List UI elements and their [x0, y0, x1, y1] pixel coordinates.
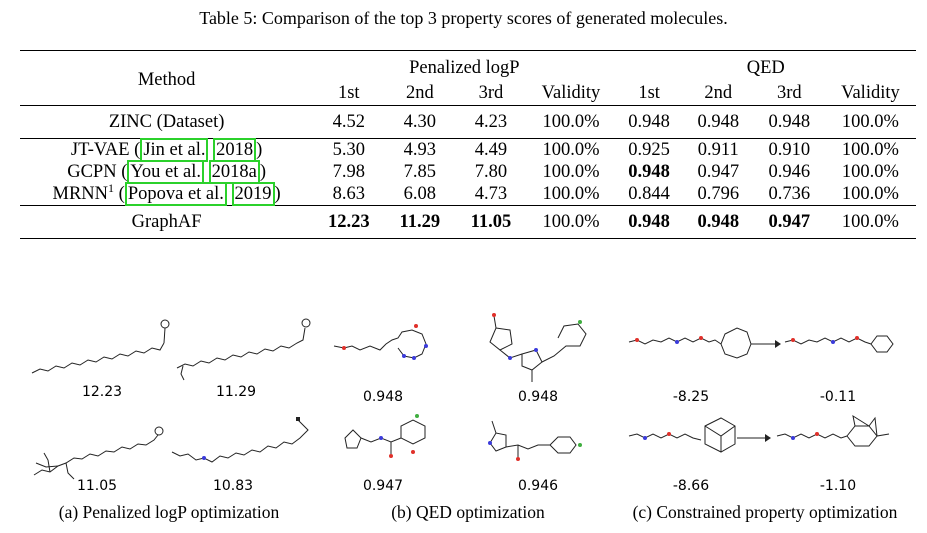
footnote-marker: 1 — [108, 180, 115, 195]
subcaption-b: (b) QED optimization — [391, 502, 545, 522]
citation-link[interactable]: 2019 — [231, 182, 275, 206]
molecule-logp-1 — [31, 319, 170, 374]
logp-score: 10.83 — [212, 478, 254, 494]
value-cell: 100.0% — [526, 205, 616, 239]
qed-score: 0.948 — [362, 389, 404, 405]
method-cell: MRNN1 (Popova et al. 2019) — [52, 180, 281, 206]
citation-link[interactable]: 2018 — [213, 138, 257, 162]
value-cell: 7.85 — [403, 162, 437, 182]
method-cell: JT-VAE (Jin et al. 2018) — [20, 138, 314, 162]
value-cell: 4.73 — [474, 184, 508, 204]
value-cell: 11.05 — [455, 205, 527, 239]
col-header: 2nd — [704, 83, 733, 103]
constrained-score: -8.66 — [672, 478, 710, 494]
value-cell: 0.948 — [628, 162, 670, 182]
value-cell: 0.796 — [697, 184, 740, 204]
col-header: Validity — [541, 83, 601, 103]
value-cell: 0.844 — [628, 184, 670, 204]
molecule-qed-1 — [333, 324, 428, 360]
constrained-score: -8.25 — [672, 389, 710, 405]
table-caption: Table 5: Comparison of the top 3 propert… — [199, 8, 728, 28]
col-header: 3rd — [777, 83, 802, 103]
value-cell: 0.736 — [768, 184, 811, 204]
value-cell: 100.0% — [824, 138, 916, 161]
value-cell: 100.0% — [841, 184, 899, 204]
value-cell: 4.30 — [384, 105, 456, 139]
qed-score: 0.946 — [517, 478, 559, 494]
value-cell: 4.23 — [455, 105, 527, 139]
value-cell: 0.948 — [615, 205, 683, 239]
table-header-row-2: 1st 2nd 3rd Validity 1st 2nd 3rd Validit… — [20, 81, 916, 106]
molecule-qed-2 — [489, 313, 587, 382]
value-cell: 0.925 — [615, 138, 683, 161]
logp-score: 11.05 — [76, 478, 118, 494]
value-cell: 6.08 — [403, 184, 437, 204]
logp-score: 11.29 — [215, 384, 257, 400]
subcaption-a: (a) Penalized logP optimization — [58, 502, 280, 522]
table-row-jtvae: JT-VAE (Jin et al. 2018) 5.30 4.93 4.49 … — [20, 138, 916, 162]
value-cell: 5.30 — [313, 138, 385, 161]
value-cell: 12.23 — [313, 205, 385, 239]
value-cell: 100.0% — [526, 105, 616, 139]
qed-score: 0.948 — [517, 389, 559, 405]
molecule-qed-3 — [344, 414, 426, 458]
col-header: 2nd — [405, 83, 434, 103]
col-header: 1st — [337, 83, 360, 103]
molecule-qed-4 — [488, 420, 582, 461]
value-cell: 100.0% — [824, 105, 916, 139]
qed-score: 0.947 — [362, 478, 404, 494]
results-table: Method Penalized logP QED 1st 2nd 3rd Va… — [20, 50, 916, 239]
value-cell: 0.947 — [753, 205, 825, 239]
value-cell: 0.948 — [682, 205, 754, 239]
value-cell: 8.63 — [332, 184, 365, 204]
value-cell: 100.0% — [824, 205, 916, 239]
citation-link[interactable]: Jin et al. — [140, 138, 209, 162]
qed-group-header: QED — [615, 50, 916, 81]
subcaption-c: (c) Constrained property optimization — [632, 502, 898, 522]
method-cell: GCPN (You et al. 2018a) — [67, 160, 266, 184]
table-row-graphaf: GraphAF 12.23 11.29 11.05 100.0% 0.948 0… — [20, 205, 916, 239]
col-header: 3rd — [478, 83, 504, 103]
molecule-pair-constrained-2 — [628, 414, 890, 453]
value-cell: 0.910 — [753, 138, 825, 161]
molecule-logp-2 — [176, 318, 311, 381]
table-row-mrnn: MRNN1 (Popova et al. 2019) 8.63 6.08 4.7… — [20, 180, 916, 206]
method-header: Method — [20, 50, 314, 106]
citation-link[interactable]: 2018a — [208, 160, 260, 184]
value-cell: 0.947 — [697, 162, 740, 182]
value-cell: 0.948 — [753, 105, 825, 139]
value-cell: 0.911 — [682, 138, 754, 161]
value-cell: 4.93 — [384, 138, 456, 161]
citation-link[interactable]: You et al. — [127, 160, 204, 184]
citation-link[interactable]: Popova et al. — [124, 182, 227, 206]
method-cell: GraphAF — [20, 205, 314, 239]
value-cell: 100.0% — [542, 162, 600, 182]
value-cell: 0.948 — [682, 105, 754, 139]
method-cell: ZINC (Dataset) — [20, 105, 314, 139]
col-header: 1st — [638, 83, 660, 103]
col-header: Validity — [841, 83, 900, 103]
molecule-logp-4 — [171, 417, 309, 463]
value-cell: 11.29 — [384, 205, 456, 239]
value-cell: 4.49 — [455, 138, 527, 161]
logp-group-header: Penalized logP — [313, 50, 616, 81]
molecule-pair-constrained-1 — [628, 327, 894, 359]
table-row-gcpn: GCPN (You et al. 2018a) 7.98 7.85 7.80 1… — [20, 160, 916, 184]
value-cell: 100.0% — [841, 162, 899, 182]
table-header-row-1: Method Penalized logP QED — [20, 50, 916, 106]
constrained-score: -1.10 — [819, 478, 857, 494]
value-cell: 100.0% — [542, 184, 600, 204]
logp-score: 12.23 — [81, 384, 123, 400]
value-cell: 0.948 — [615, 105, 683, 139]
value-cell: 0.946 — [768, 162, 811, 182]
value-cell: 4.52 — [313, 105, 385, 139]
molecule-logp-3 — [33, 426, 164, 480]
value-cell: 7.98 — [332, 162, 365, 182]
constrained-score: -0.11 — [819, 389, 857, 405]
value-cell: 100.0% — [526, 138, 616, 161]
value-cell: 7.80 — [474, 162, 508, 182]
table-row-zinc: ZINC (Dataset) 4.52 4.30 4.23 100.0% 0.9… — [20, 105, 916, 139]
